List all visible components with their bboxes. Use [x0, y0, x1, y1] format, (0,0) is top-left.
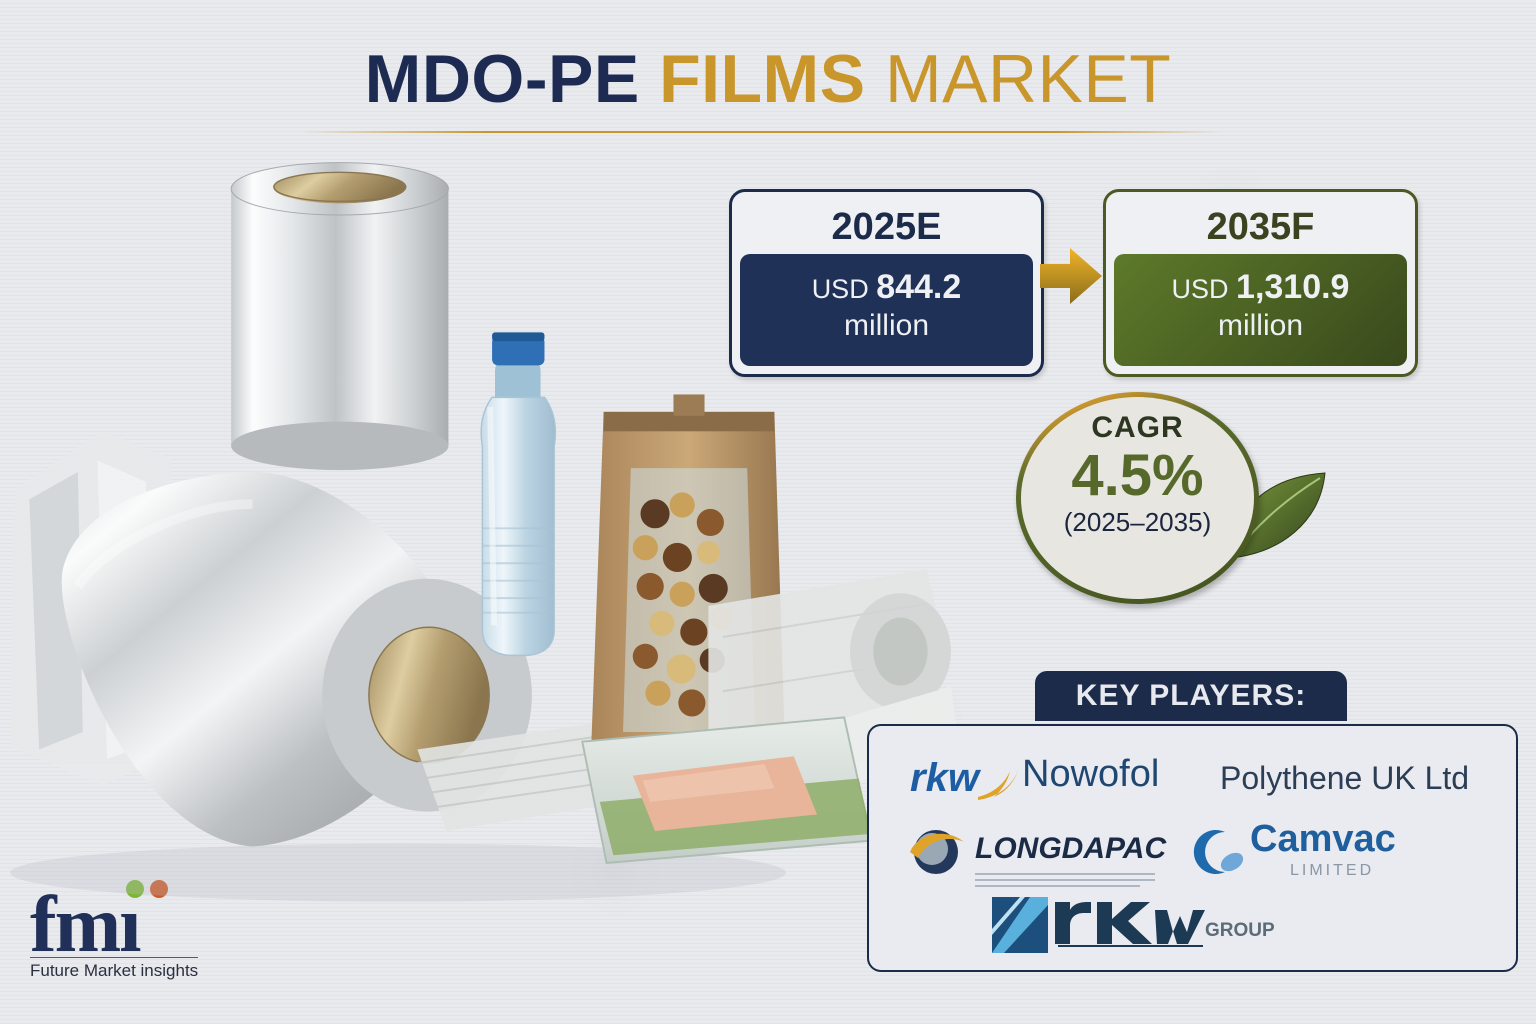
svg-text:rkw: rkw: [910, 756, 982, 800]
